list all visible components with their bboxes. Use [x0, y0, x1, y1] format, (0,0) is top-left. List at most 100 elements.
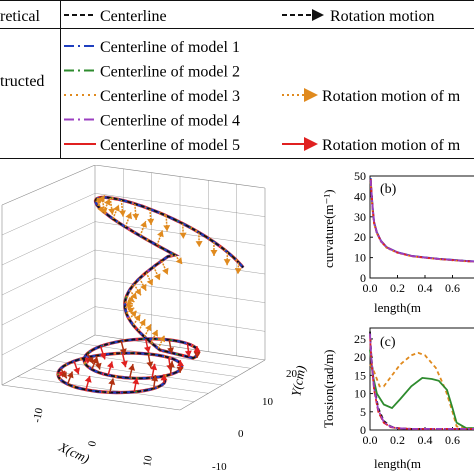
arrow-icon	[145, 324, 152, 332]
arrow-icon	[210, 250, 218, 256]
panel-b-curvature: 0 10 20 30 40 50 0.0 0.2 0.4 0.6 (b) curvature(m⁻…	[321, 169, 474, 315]
panel-c-label: (c)	[380, 335, 396, 350]
panel-c-ytick-label: 25	[354, 332, 366, 346]
panel-b-ytick-label: 30	[354, 210, 366, 224]
panel-c-series-3	[369, 349, 474, 430]
arrow-icon	[150, 363, 158, 371]
arrow-icon	[304, 88, 318, 102]
arrow-icon	[162, 267, 169, 275]
arrow-icon	[125, 212, 132, 220]
arrow-icon	[99, 352, 107, 360]
plot-3d-gridline	[1, 221, 96, 266]
panel-b-series-5	[369, 180, 474, 263]
legend-row-reconstructed: tructed	[0, 73, 44, 90]
rotation-arrow	[138, 278, 147, 292]
panel-b-ylabel: curvature(m⁻¹)	[321, 189, 336, 268]
arrow-icon	[73, 367, 80, 375]
arrow-icon	[223, 259, 231, 266]
plot-3d-ylabel: Y(cm)	[288, 364, 308, 397]
arrow-icon	[147, 218, 155, 225]
panel-c-ylabel: Torsion(rad/m)	[321, 349, 336, 428]
plot-3d-gridline	[17, 376, 195, 402]
panel-b-xlabel: length(m	[374, 300, 421, 315]
legend-rotation-entries: Rotation motion of m Rotation motion of m	[282, 88, 461, 154]
arrow-icon	[132, 377, 140, 385]
legend-theoretical-centerline-label: Centerline	[100, 8, 167, 25]
panel-b-xtick-label: 0.0	[363, 281, 378, 295]
arrow-icon	[184, 350, 192, 357]
arrow-icon	[177, 360, 184, 367]
panel-c-xtick-label: 0.2	[390, 433, 405, 447]
panel-c-series-5	[369, 333, 474, 430]
panel-c-series-2	[369, 351, 474, 430]
panel-b-ytick-label: 50	[354, 169, 366, 183]
arrow-icon	[146, 278, 154, 286]
arrow-icon	[130, 292, 137, 300]
plot-3d-ticks: -10 0 10 -10 0 10 20	[31, 368, 297, 473]
plot-3d-gridline	[1, 249, 96, 296]
panel-b-ytick-label: 40	[354, 189, 366, 203]
arrow-icon	[100, 207, 108, 215]
panel-b-ytick-label: 10	[354, 251, 366, 265]
panel-b-ytick-label: 0	[360, 271, 366, 285]
legend-model-5-label: Centerline of model 5	[100, 137, 240, 154]
panel-b-xtick-label: 0.2	[390, 281, 405, 295]
panel-c-ytick-label: 20	[354, 350, 366, 364]
legend-rotation-2-label: Rotation motion of m	[322, 137, 461, 154]
arrow-icon	[107, 361, 114, 369]
arrow-icon	[151, 329, 158, 337]
legend-model-4-label: Centerline of model 4	[100, 113, 240, 130]
legend-row-theoretical: retical	[0, 8, 41, 25]
panel-c-ytick-label: 0	[360, 423, 366, 437]
arrow-icon	[234, 268, 242, 275]
arrow-icon	[84, 376, 92, 383]
plot-3d-gridline	[1, 193, 96, 236]
arrow-icon	[160, 374, 168, 381]
arrow-icon	[134, 288, 141, 296]
arrow-icon	[108, 378, 116, 385]
arrow-icon	[304, 137, 318, 151]
arrow-icon	[167, 347, 174, 354]
arrow-icon	[113, 204, 120, 212]
plot-3d-ytick: 0	[238, 428, 244, 440]
arrow-icon	[134, 314, 141, 322]
arrow-icon	[312, 9, 324, 21]
arrow-icon	[127, 295, 135, 303]
legend-table: retical tructed Centerline Rotation moti…	[0, 0, 474, 159]
arrow-icon	[151, 375, 159, 382]
arrow-icon	[91, 357, 98, 365]
panel-c-xlabel: length(m	[374, 456, 421, 471]
arrow-icon	[167, 361, 175, 368]
panel-b-xtick-label: 0.6	[445, 281, 460, 295]
panel-b-ticks: 0 10 20 30 40 50 0.0 0.2 0.4 0.6	[354, 169, 460, 295]
panel-c-ytick-label: 10	[354, 387, 366, 401]
arrow-icon	[132, 213, 140, 220]
arrow-icon	[175, 257, 183, 265]
panel-c-ytick-label: 5	[360, 405, 366, 419]
panel-c-ytick-label: 15	[354, 368, 366, 382]
arrow-icon	[87, 356, 94, 364]
panel-c-torsion: 0 5 10 15 20 25 0.0 0.2 0.4 0.6 (c) Torsion(rad/m…	[321, 327, 474, 471]
plot-3d-xtick: 0	[86, 440, 99, 448]
panel-c-xtick-label: 0.4	[418, 433, 433, 447]
legend-reconstructed-entries: Centerline of model 1 Centerline of model…	[64, 39, 240, 154]
arrow-icon	[128, 364, 135, 371]
plot-3d-gridline	[1, 278, 96, 326]
plot-3d-xtick: 10	[141, 454, 155, 467]
arrow-icon	[104, 198, 111, 206]
rotation-arrow	[137, 318, 146, 332]
arrow-icon	[146, 361, 154, 368]
panel-b-series	[369, 177, 474, 263]
plot-3d-ytick: -10	[212, 461, 227, 473]
arrow-icon	[119, 348, 127, 355]
arrow-icon	[139, 319, 146, 327]
plot-3d-box-edge	[1, 165, 96, 206]
plot-3d-xtick: -10	[31, 407, 45, 424]
panel-c-xtick-label: 0.0	[363, 433, 378, 447]
arrow-icon	[176, 366, 184, 373]
arrow-icon	[97, 206, 104, 213]
arrow-icon	[94, 362, 102, 370]
arrow-icon	[157, 230, 164, 238]
legend-theoretical-rotation-label: Rotation motion	[330, 8, 434, 25]
arrow-icon	[163, 225, 171, 232]
